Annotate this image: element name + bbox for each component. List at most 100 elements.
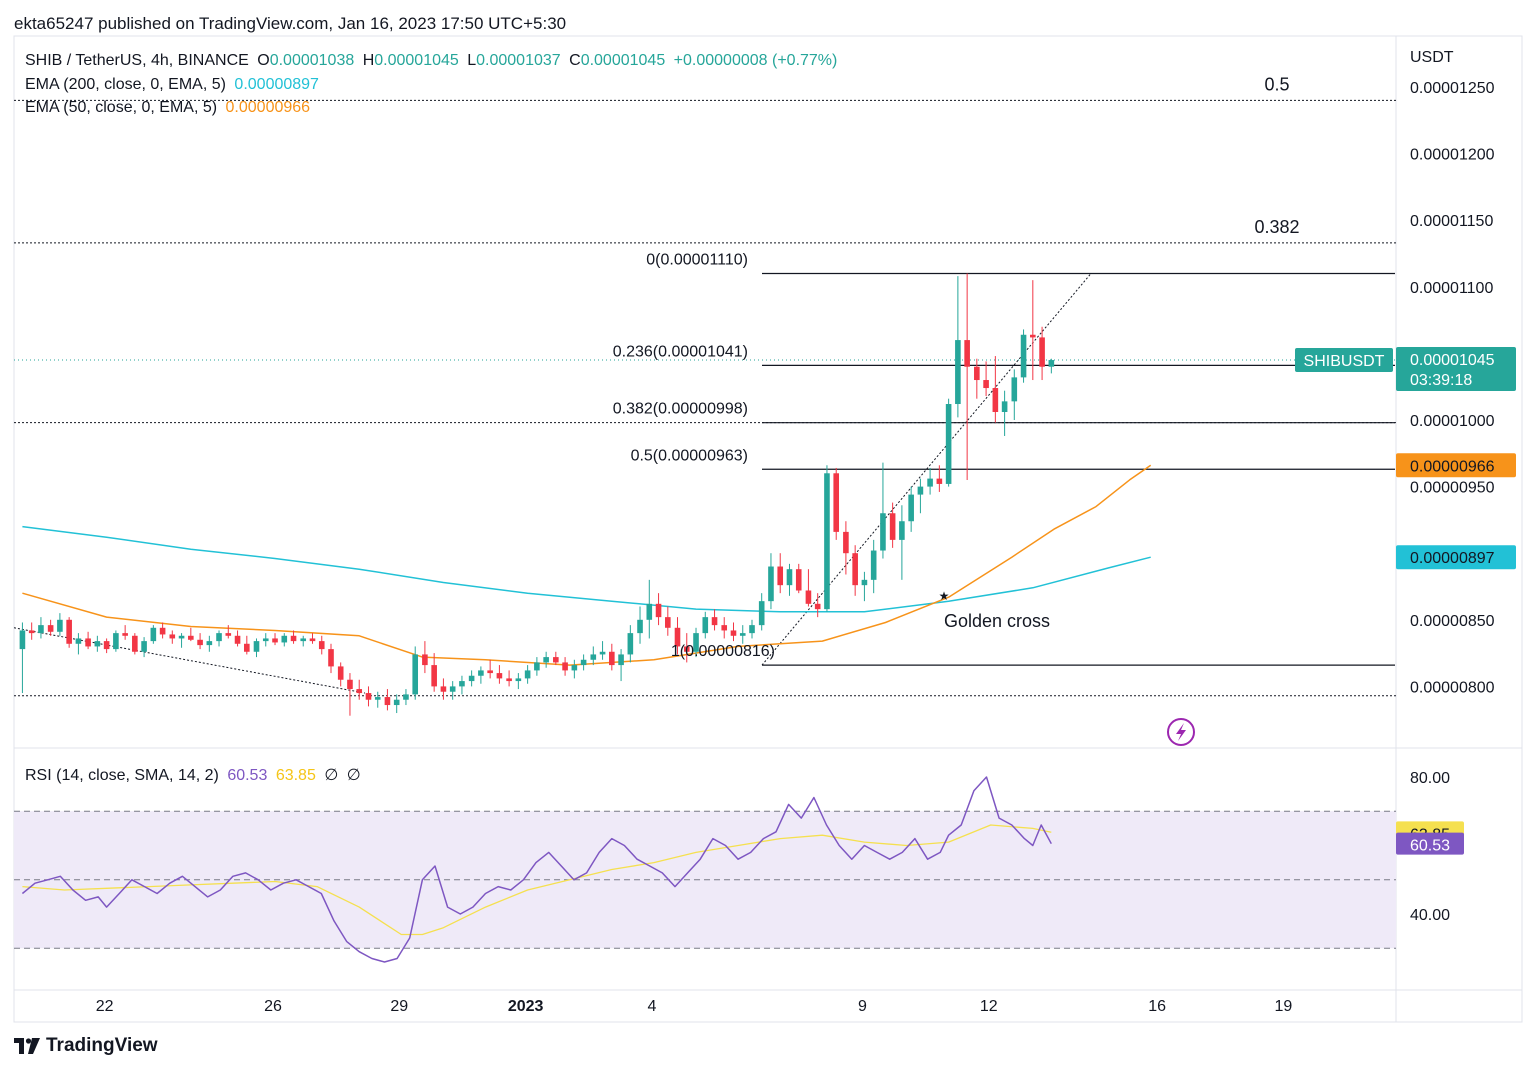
candle-body: [553, 657, 559, 663]
candle-body: [412, 654, 419, 695]
time-tick-label: 26: [264, 998, 282, 1015]
last-price-tag-bg: [1396, 347, 1516, 392]
published-by-text: ekta65247 published on TradingView.com, …: [14, 14, 567, 33]
rsi-legend[interactable]: RSI (14, close, SMA, 14, 2) 60.53 63.85 …: [25, 765, 365, 785]
ohlc-legend: SHIB / TetherUS, 4h, BINANCE O0.00001038…: [25, 52, 841, 70]
ema50-value: 0.00000966: [225, 99, 311, 116]
rsi-sma-line: [22, 824, 1052, 936]
low-label: L: [467, 52, 477, 69]
candle-body: [356, 689, 363, 694]
candle-body: [206, 641, 213, 646]
price-tick-label: 0.00000800: [1410, 679, 1495, 696]
candle-body: [328, 649, 334, 667]
candle-body: [721, 625, 728, 631]
candle-body: [739, 633, 746, 636]
price-tick-label: 0.00001150: [1410, 213, 1493, 230]
candle-body: [618, 654, 624, 666]
ema200-line: [22, 525, 1151, 613]
rsi-band: [14, 810, 1396, 949]
candle-body: [122, 633, 128, 636]
price-tick-label: 0.00001100: [1410, 280, 1493, 297]
candle-body: [674, 627, 681, 647]
candle-body: [150, 627, 157, 642]
candle-body: [449, 686, 456, 692]
candle-body: [103, 641, 110, 650]
close-label: C: [569, 52, 581, 69]
candle-body: [599, 651, 606, 655]
candle-body: [422, 654, 428, 666]
candle-body: [281, 635, 288, 643]
ema50-legend[interactable]: EMA (50, close, 0, EMA, 5) 0.00000966: [25, 99, 314, 117]
candle-body: [964, 340, 970, 367]
candle-body: [880, 513, 886, 551]
rsi-value-tag-text: 60.53: [1410, 838, 1450, 855]
candle-body: [38, 625, 44, 634]
tradingview-logo-icon: [14, 1038, 40, 1054]
rsi-pane[interactable]: [21, 776, 1052, 963]
time-tick-label: 4: [647, 998, 656, 1015]
rsi-line: [21, 776, 1052, 963]
candle-body: [309, 638, 316, 642]
time-tick-label: 9: [858, 998, 867, 1015]
candle-body: [197, 639, 203, 646]
candle-body: [870, 550, 877, 580]
candle-body: [702, 617, 709, 634]
candle-body: [992, 388, 999, 413]
price-pane[interactable]: [14, 99, 1396, 716]
ema200-value: 0.00000897: [234, 76, 319, 93]
outer-fib-label: 0.5: [1264, 74, 1289, 94]
rsi-tick-label: 80.00: [1410, 770, 1450, 787]
candle-body: [777, 566, 784, 586]
rsi-sma-value: 63.85: [275, 767, 316, 784]
candle-body: [478, 670, 484, 676]
candle-body: [506, 678, 512, 682]
candle-body: [543, 657, 549, 663]
candle-body: [805, 590, 812, 604]
candle-body: [627, 633, 634, 655]
candle-body: [234, 635, 241, 644]
candle-body: [459, 681, 465, 687]
candle-body: [159, 627, 166, 635]
candle-body: [440, 686, 447, 692]
fib-level-label: 0.382(0.00000998): [613, 401, 748, 418]
candle-body: [178, 635, 185, 639]
candle-body: [814, 603, 821, 610]
candle-body: [1039, 337, 1045, 367]
price-axis-unit: USDT: [1410, 49, 1454, 66]
candle-body: [824, 473, 830, 610]
candle-body: [637, 619, 643, 634]
symbol-tag-label: SHIBUSDT: [1304, 353, 1385, 370]
candle-body: [786, 569, 793, 586]
candle-body: [665, 617, 671, 628]
candle-body: [833, 473, 840, 532]
candle-body: [889, 513, 896, 540]
ema200-legend[interactable]: EMA (200, close, 0, EMA, 5) 0.00000897: [25, 76, 323, 94]
downtrend-line: [14, 627, 366, 694]
chart-frame: [13, 35, 1523, 1023]
candle-body: [524, 670, 531, 679]
rsi-value-tag-bg: [1396, 832, 1464, 855]
ema200-label: EMA (200, close, 0, EMA, 5): [25, 76, 226, 93]
lightning-icon[interactable]: [1167, 718, 1195, 746]
tradingview-logo[interactable]: TradingView: [14, 1035, 158, 1057]
candle-body: [47, 625, 54, 632]
symbol-label[interactable]: SHIB / TetherUS, 4h, BINANCE: [25, 52, 249, 69]
candle-body: [899, 521, 905, 540]
candle-body: [300, 638, 307, 642]
candle-body: [927, 478, 933, 487]
candle-body: [57, 619, 63, 632]
candle-body: [290, 635, 297, 642]
ema200-price-tag-bg: [1396, 545, 1516, 570]
fib-trend-line: [761, 273, 1092, 666]
candle-body: [1020, 334, 1027, 378]
open-label: O: [257, 52, 270, 69]
candle-body: [1030, 334, 1036, 338]
candle-body: [393, 699, 400, 706]
candle-body: [272, 638, 278, 643]
price-tick-label: 0.00000950: [1410, 480, 1495, 497]
candle-body: [1001, 401, 1008, 413]
price-tick-label: 0.00001000: [1410, 413, 1495, 430]
ema50-label: EMA (50, close, 0, EMA, 5): [25, 99, 218, 116]
candle-body: [244, 643, 250, 652]
